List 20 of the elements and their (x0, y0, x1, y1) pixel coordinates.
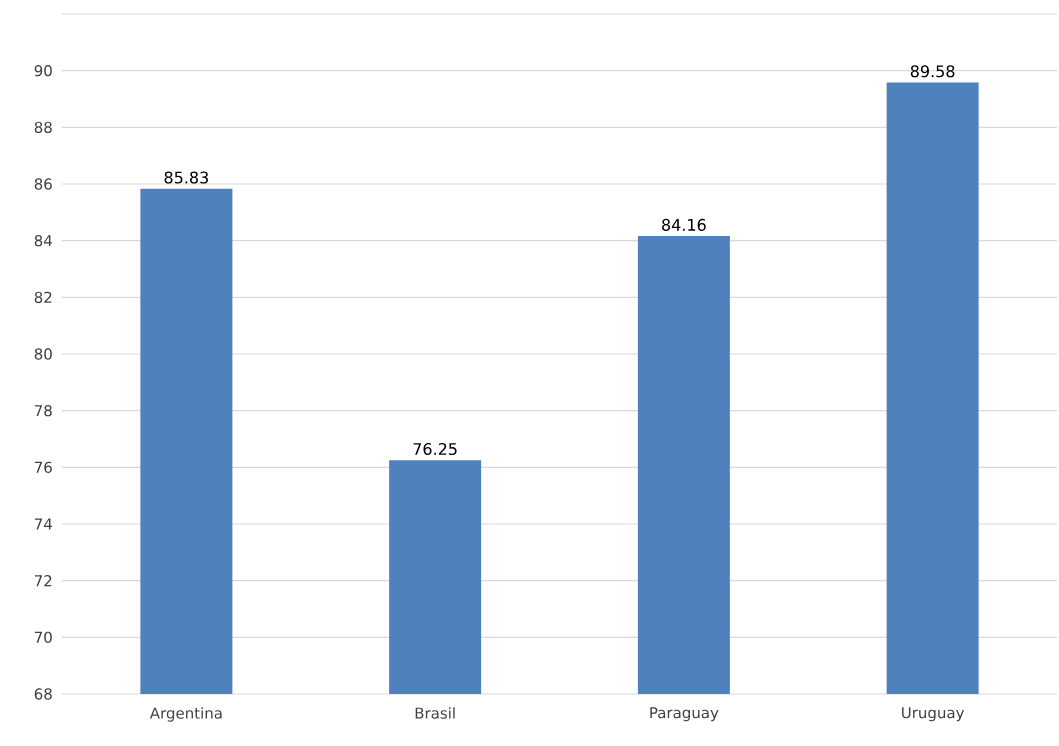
y-tick-label: 86 (34, 178, 52, 190)
y-tick-label: 72 (34, 575, 52, 587)
y-tick-label: 80 (34, 348, 52, 360)
y-tick-label: 90 (34, 64, 52, 77)
y-tick-label: 70 (34, 631, 52, 643)
x-tick-label: Argentina (149, 707, 222, 722)
data-label: 89.58 (910, 65, 955, 78)
y-tick-label: 68 (34, 688, 52, 700)
x-tick-label: Brasil (415, 707, 455, 719)
data-label: 85.83 (164, 171, 208, 184)
y-tick-label: 78 (34, 404, 52, 417)
y-tick-label: 84 (34, 234, 52, 247)
y-tick-label: 88 (34, 121, 52, 133)
y-tick-label: 82 (34, 291, 52, 303)
data-label: 84.16 (662, 218, 706, 231)
y-tick-label: 74 (34, 518, 52, 530)
x-tick-label: Paraguay (650, 707, 719, 722)
y-tick-label: 76 (34, 461, 52, 473)
x-tick-label: Uruguay (902, 707, 965, 722)
data-label: 76.25 (413, 442, 457, 456)
